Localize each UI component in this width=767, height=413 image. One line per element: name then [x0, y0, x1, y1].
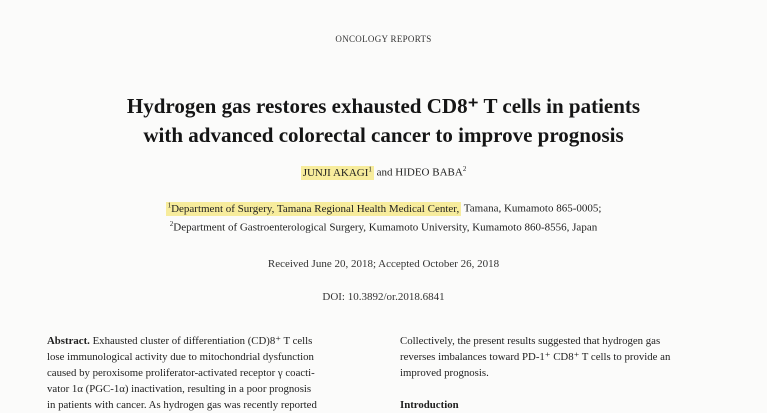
affiliation-1-location: Tamana, Kumamoto 865-0005; [461, 202, 602, 215]
abstract-line: Abstract. Exhausted cluster of different… [47, 333, 365, 349]
affiliation-1-highlighted: 1Department of Surgery, Tamana Regional … [165, 201, 462, 216]
journal-name: ONCOLOGY REPORTS [335, 34, 432, 44]
received-dates: Received June 20, 2018; Accepted October… [267, 258, 500, 270]
right-column-line: reverses imbalances toward PD-1⁺ CD8⁺ T … [400, 351, 671, 363]
doi: DOI: 10.3892/or.2018.6841 [322, 291, 445, 303]
introduction-heading: Introduction [400, 399, 459, 411]
abstract-heading: Abstract. [47, 335, 90, 347]
affiliation-1-sup: 1 [167, 201, 172, 209]
paper-title-line-2: with advanced colorectal cancer to impro… [143, 123, 624, 147]
affiliation-1-dept: Department of Surgery, Tamana Regional H… [171, 202, 460, 215]
author-2-sup: 2 [462, 165, 467, 173]
abstract-line: in patients with cancer. As hydrogen gas… [47, 399, 317, 411]
abstract-line: vator 1α (PGC-1α) inactivation, resultin… [47, 383, 312, 395]
abstract-column: Abstract. Exhausted cluster of different… [47, 333, 365, 413]
author-2: HIDEO BABA [395, 166, 463, 179]
right-column: Collectively, the present results sugges… [400, 333, 718, 413]
affiliation-2-sup: 2 [169, 220, 174, 228]
abstract-line: caused by peroxisome proliferator-activa… [47, 367, 315, 379]
affiliation-1: 1Department of Surgery, Tamana Regional … [0, 201, 767, 216]
authors: JUNJI AKAGI1 and HIDEO BABA2 [0, 165, 767, 180]
right-column-line: improved prognosis. [400, 367, 489, 379]
right-column-line: Collectively, the present results sugges… [400, 335, 661, 347]
affiliation-2-text: Department of Gastroenterological Surger… [173, 221, 598, 234]
paper-title-line-1: Hydrogen gas restores exhausted CD8⁺ T c… [126, 94, 641, 118]
author-1: JUNJI AKAGI [302, 166, 369, 179]
authors-and: and [376, 166, 393, 179]
author-1-highlighted: JUNJI AKAGI1 [300, 165, 374, 180]
author-1-sup: 1 [368, 165, 372, 173]
abstract-line-text: Exhausted cluster of differentiation (CD… [89, 335, 313, 347]
affiliation-2: 2Department of Gastroenterological Surge… [0, 220, 767, 234]
abstract-line: lose immunological activity due to mitoc… [47, 351, 314, 363]
